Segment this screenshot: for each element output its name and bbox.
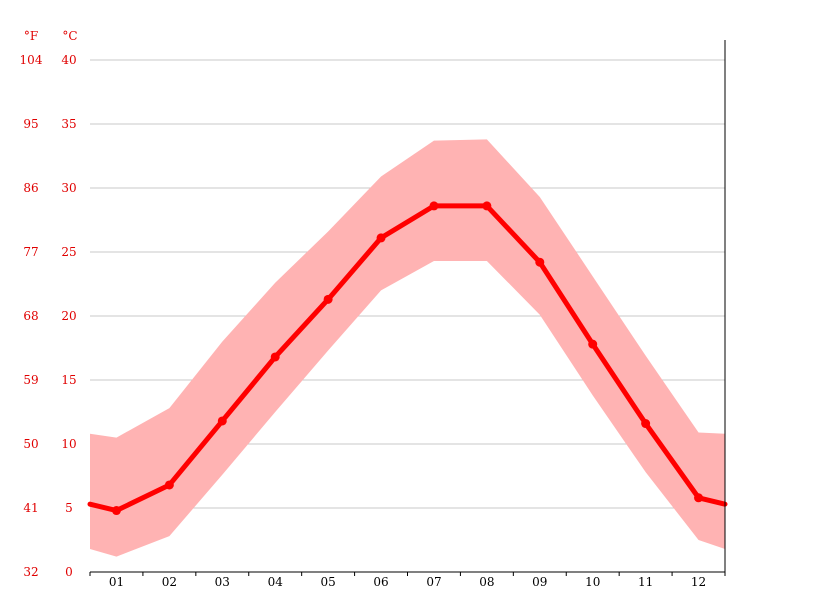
data-point: [323, 294, 333, 304]
x-tick-label: 01: [109, 575, 124, 589]
data-point: [641, 419, 651, 429]
y-tick-label-fahrenheit: 77: [23, 245, 38, 259]
data-point: [429, 201, 439, 211]
y-tick-label-fahrenheit: 59: [23, 373, 38, 387]
y-tick-label-celsius: 15: [61, 373, 76, 387]
y-tick-label-celsius: 30: [61, 181, 76, 195]
y-tick-label-celsius: 35: [61, 117, 76, 131]
celsius-unit-label: °C: [62, 29, 77, 43]
data-point: [164, 480, 174, 490]
x-tick-label: 04: [268, 575, 284, 589]
fahrenheit-unit-label: °F: [24, 29, 38, 43]
y-axis-ticks: 32 0 41 5 50 10 59 15 68 20 77 25 86 30 95 35 104 40: [20, 53, 77, 579]
x-tick-label: 02: [162, 575, 177, 589]
mean-temperature-line: [87, 203, 728, 514]
x-tick-label: 05: [320, 575, 335, 589]
y-tick-label-fahrenheit: 41: [23, 501, 38, 515]
x-tick-label: 12: [691, 575, 706, 589]
y-tick-label-fahrenheit: 95: [23, 117, 38, 131]
data-point: [270, 352, 280, 362]
y-tick-label-celsius: 40: [61, 53, 76, 67]
y-tick-label-fahrenheit: 86: [23, 181, 38, 195]
x-tick-label: 10: [585, 575, 600, 589]
data-point: [588, 339, 598, 349]
y-tick-label-celsius: 0: [65, 565, 73, 579]
y-tick-label-celsius: 5: [65, 501, 73, 515]
x-tick-label: 06: [373, 575, 388, 589]
data-points: [111, 201, 704, 516]
y-tick-label-fahrenheit: 50: [23, 437, 38, 451]
data-point: [694, 493, 704, 503]
y-tick-label-celsius: 25: [61, 245, 76, 259]
data-point: [376, 233, 386, 243]
y-tick-label-fahrenheit: 32: [23, 565, 38, 579]
data-point: [482, 201, 492, 211]
y-tick-label-celsius: 20: [61, 309, 76, 323]
y-tick-label-fahrenheit: 68: [23, 309, 38, 323]
temperature-range-band: [90, 139, 725, 557]
x-tick-label: 11: [638, 575, 653, 589]
y-tick-label-fahrenheit: 104: [20, 53, 43, 67]
x-tick-label: 09: [532, 575, 547, 589]
y-tick-label-celsius: 10: [61, 437, 76, 451]
data-point: [111, 506, 121, 516]
data-point: [217, 416, 227, 426]
x-tick-label: 03: [215, 575, 230, 589]
data-point: [535, 257, 545, 267]
x-tick-label: 07: [426, 575, 441, 589]
x-tick-label: 08: [479, 575, 494, 589]
x-axis-ticks: 01 02 03 04 05 06 07 08 09 10 11 12: [89, 572, 726, 589]
